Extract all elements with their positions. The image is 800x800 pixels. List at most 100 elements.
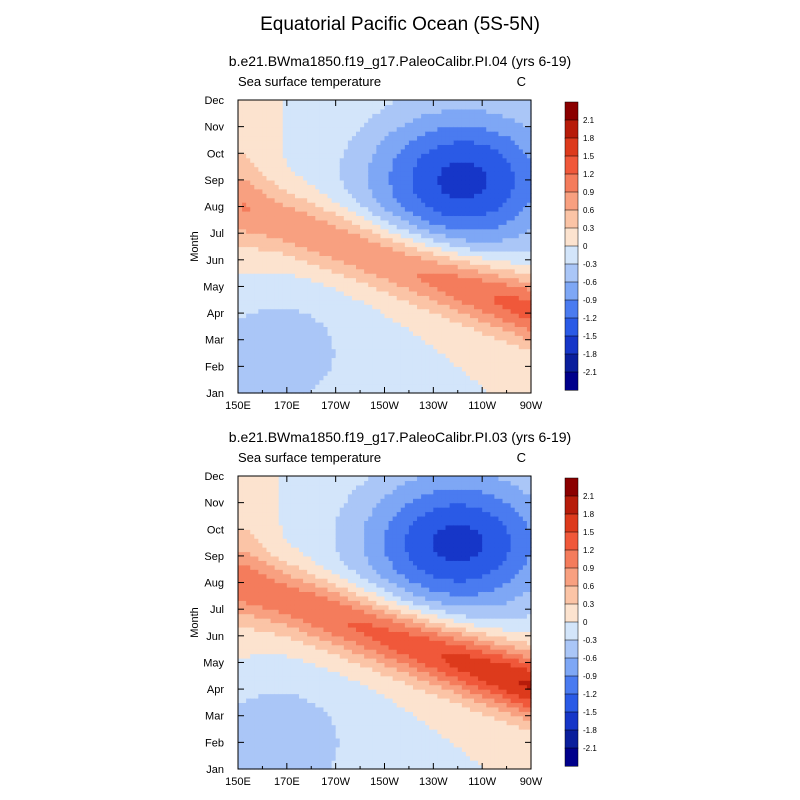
colorbar-box [564,173,579,193]
colorbar-box [564,693,579,713]
x-tick-label: 150E [225,776,251,788]
x-tick-label: 130W [419,400,448,412]
colorbar-label: 0.6 [583,582,595,591]
colorbar-box [564,263,579,283]
y-tick-label: Feb [205,737,224,749]
colorbar-box [564,299,579,319]
colorbar-box [564,137,579,157]
y-tick-label: Dec [204,471,224,483]
colorbar-label: 0.9 [583,188,595,197]
colorbar-label: -0.9 [583,296,597,305]
y-tick-label: Aug [204,578,224,590]
colorbar-box [564,495,579,515]
colorbar-label: -0.3 [583,636,597,645]
panel-left-label: Sea surface temperature [238,74,381,89]
y-tick-label: Jun [206,255,224,267]
y-tick-label: Nov [204,122,224,134]
y-tick-label: Jan [206,764,224,776]
y-tick-label: Oct [207,524,224,536]
colorbar-box [564,353,579,373]
colorbar-box [564,531,579,551]
colorbar-label: 0.6 [583,206,595,215]
colorbar-box [564,191,579,211]
x-tick-label: 110W [468,400,497,412]
colorbar-label: 1.2 [583,546,595,555]
y-tick-label: Apr [207,308,224,320]
x-tick-label: 150W [370,776,399,788]
colorbar-box [564,371,579,391]
y-tick-label: Nov [204,498,224,510]
y-tick-label: Sep [204,551,224,563]
x-tick-label: 110W [468,776,497,788]
colorbar-label: 0.3 [583,600,595,609]
colorbar-label: -0.3 [583,260,597,269]
colorbar-label: -1.2 [583,690,597,699]
colorbar-label: -1.5 [583,332,597,341]
y-tick-label: Jul [210,604,224,616]
x-tick-label: 170E [274,776,300,788]
panel-left-label: Sea surface temperature [238,450,381,465]
x-tick-label: 90W [520,400,543,412]
y-tick-label: May [203,281,224,293]
colorbar-label: 0 [583,242,588,251]
colorbar-label: 2.1 [583,492,595,501]
colorbar-label: -0.9 [583,672,597,681]
colorbar-label: -1.8 [583,350,597,359]
colorbar-box [564,227,579,247]
colorbar-box [564,245,579,265]
y-axis-label: Month [189,231,201,262]
y-tick-label: Jun [206,631,224,643]
colorbar [564,477,579,767]
x-tick-label: 130W [419,776,448,788]
colorbar-label: 1.8 [583,134,595,143]
y-axis-label: Month [189,607,201,638]
y-tick-label: Sep [204,175,224,187]
colorbar-label: 0 [583,618,588,627]
colorbar-label: 1.2 [583,170,595,179]
y-tick-label: Aug [204,202,224,214]
panel-1-title: b.e21.BWma1850.f19_g17.PaleoCalibr.PI.04… [228,53,572,69]
colorbar-label: -1.8 [583,726,597,735]
x-tick-label: 90W [520,776,543,788]
colorbar-box [564,639,579,659]
x-tick-label: 150E [225,400,251,412]
colorbar-box [564,657,579,677]
contour-fill [238,100,532,394]
colorbar-box [564,747,579,767]
y-tick-label: Apr [207,684,224,696]
y-tick-label: Jul [210,228,224,240]
colorbar-box [564,209,579,229]
colorbar-label: -0.6 [583,654,597,663]
colorbar-label: 0.9 [583,564,595,573]
panel-2-title: b.e21.BWma1850.f19_g17.PaleoCalibr.PI.03… [228,429,572,445]
x-tick-label: 170E [274,400,300,412]
contour-panel-1: Sea surface temperature C 150E 170E 170W 150W… [189,74,597,412]
colorbar-box [564,119,579,139]
y-tick-label: Oct [207,148,224,160]
colorbar-label: -1.2 [583,314,597,323]
y-tick-label: Mar [205,335,224,347]
colorbar-label: 0.3 [583,224,595,233]
colorbar-box [564,155,579,175]
colorbar-label: 1.5 [583,152,595,161]
y-tick-label: Feb [205,361,224,373]
y-tick-label: Mar [205,711,224,723]
x-tick-label: 170W [321,400,350,412]
figure-title: Equatorial Pacific Ocean (5S-5N) [260,14,540,35]
colorbar-box [564,621,579,641]
colorbar-label: -2.1 [583,744,597,753]
y-tick-label: Dec [204,95,224,107]
colorbar-box [564,675,579,695]
colorbar-box [564,513,579,533]
contour-fill [238,476,532,770]
colorbar-label: -2.1 [583,368,597,377]
x-tick-label: 150W [370,400,399,412]
panel-units-label: C [517,74,526,89]
colorbar-box [564,711,579,731]
colorbar-label: 2.1 [583,116,595,125]
contour-panel-2: Sea surface temperature C 150E 170E 170W 150W… [189,450,597,788]
colorbar-box [564,317,579,337]
colorbar-box [564,729,579,749]
y-tick-label: May [203,657,224,669]
panel-units-label: C [517,450,526,465]
